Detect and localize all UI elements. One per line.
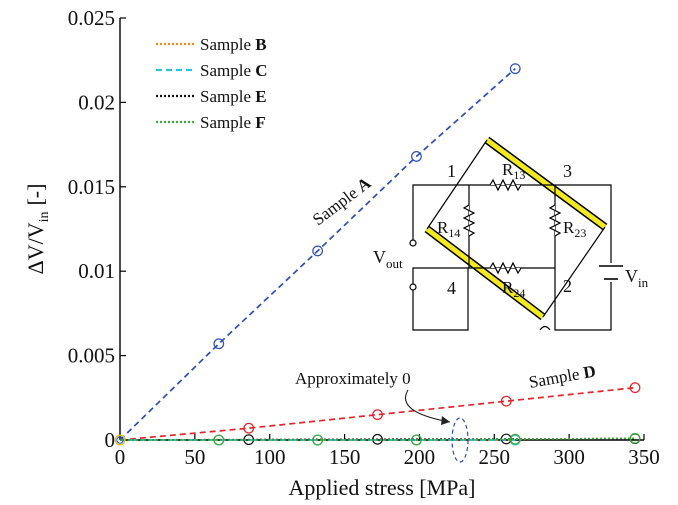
wire-node2-vin [554,268,612,331]
node-label-3: 3 [563,161,572,181]
data-point-f [213,434,225,446]
series-line-a [119,68,516,441]
r13-label: R13 [502,160,525,182]
series-label-a: Sample A [309,173,375,229]
diamond-edge-right-bottom [542,226,606,318]
data-point-d [372,409,383,421]
approximately-zero-annotation: Approximately 0 [295,369,469,463]
y-tick-label: 0 [105,428,116,452]
y-tick-label: 0.01 [78,259,115,283]
x-tick-label: 200 [404,445,436,469]
vout-label: Vout [373,247,403,271]
data-point-a [312,245,324,257]
resistor-r14 [462,204,476,237]
x-tick-label: 0 [115,445,126,469]
y-tick-label: 0.015 [68,175,115,199]
annotation-ellipse [451,417,469,463]
x-tick-label: 350 [628,445,660,469]
x-tick-label: 50 [184,445,205,469]
vout-terminal-bottom [409,283,417,291]
data-point-f [509,433,521,445]
y-tick-label: 0.02 [78,90,115,114]
legend-label-b: Sample B [200,35,267,54]
x-tick-label: 100 [254,445,286,469]
ticks: 0 50 100 150 200 250 300 350 0 0.005 0.01 0.015 0.02… [68,6,660,469]
data-point-d [243,422,255,434]
r14-label: R14 [437,218,460,240]
r24-label: R24 [502,278,525,300]
y-tick-label: 0.005 [68,344,115,368]
vin-label: Vin [625,266,649,290]
svg-text:ΔV/Vin[-]: ΔV/Vin[-] [23,184,52,275]
resistor-r13 [489,178,522,192]
legend-label-f: Sample F [200,113,266,132]
data-point-d [629,382,641,394]
circuit-diagram [409,136,623,331]
x-tick-label: 300 [553,445,585,469]
wire-node4-vout [412,267,469,331]
data-point-origin [116,436,124,444]
wire-node1-vout [412,184,469,240]
annotation-arrowhead [441,416,450,425]
series-label-d: Sample D [527,362,597,392]
annotation-arrow [405,389,451,423]
data-point-f [411,434,422,446]
x-axis-title: Applied stress [MPa] [289,475,476,500]
series-layer [114,63,641,446]
series-line-d [119,386,636,441]
data-point-a [411,151,422,162]
node-label-1: 1 [447,161,456,181]
vout-terminal-top [409,239,417,247]
annotation-text: Approximately 0 [295,369,411,388]
legend: Sample B Sample C Sample E Sample F [156,35,268,132]
wire-node3-vin [555,184,612,263]
node-label-4: 4 [447,278,456,298]
y-axis-title: ΔV/Vin[-] [23,184,52,275]
legend-label-c: Sample C [200,61,268,80]
data-point-f [629,432,641,444]
x-tick-label: 250 [479,445,511,469]
circuit-labels: 1 3 4 2 R13 R24 R14 R23 Vout Vin [373,160,649,300]
data-point-a [213,338,225,350]
data-point-d [500,395,512,407]
resistor-r24 [489,261,522,275]
r23-label: R23 [563,218,586,240]
y-tick-label: 0.025 [68,6,115,30]
data-point-origin [114,434,126,446]
data-point-a [509,63,521,75]
x-tick-label: 150 [329,445,361,469]
resistor-r23 [548,204,562,237]
node-label-2: 2 [563,276,572,296]
data-point-f [312,434,324,446]
legend-label-e: Sample E [200,87,267,106]
